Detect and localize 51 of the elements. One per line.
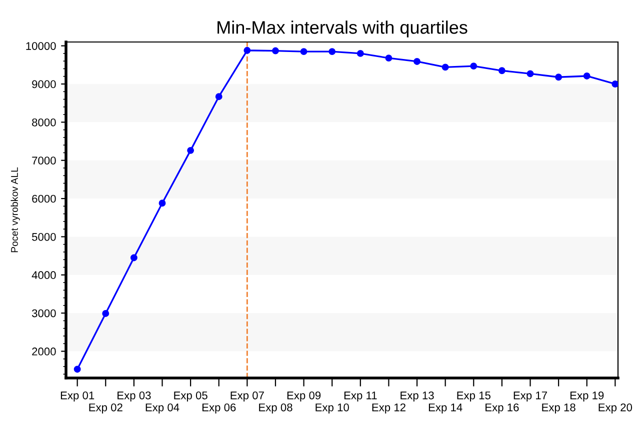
x-tick-label: Exp 09	[287, 391, 321, 402]
x-tick-label: Exp 15	[457, 392, 490, 402]
point	[385, 54, 392, 62]
point	[470, 62, 478, 70]
x-tick-label: Exp 11	[344, 392, 377, 402]
x-tick-label: Exp 07	[230, 391, 264, 402]
x-tick-label: Exp 12	[372, 403, 406, 414]
y-tick-label: 10000	[26, 42, 56, 50]
point	[272, 47, 279, 54]
y-tick-label: 5000	[32, 232, 56, 241]
point	[328, 48, 336, 56]
x-tick-label: Exp 01	[60, 391, 94, 402]
x-tick-label: Exp 20	[598, 403, 632, 414]
point	[442, 64, 449, 71]
point	[300, 48, 308, 56]
point	[244, 46, 251, 54]
point	[612, 80, 618, 88]
point	[498, 67, 506, 74]
point	[555, 74, 562, 81]
y-axis-title: Pocet vyrobkov ALL	[10, 167, 20, 252]
y-tick-label: 3000	[32, 309, 56, 318]
x-tick-label: Exp 03	[118, 391, 151, 402]
x-tick-label: Exp 02	[89, 403, 122, 414]
x-tick-label: Exp 17	[514, 392, 547, 402]
x-tick-label: Exp 08	[259, 403, 292, 414]
point	[215, 93, 222, 100]
y-tick-label: 7000	[32, 156, 56, 164]
y-tick-label: 2000	[32, 348, 56, 356]
point	[583, 72, 590, 80]
y-tick-label: 4000	[32, 271, 56, 280]
x-tick-label: Exp 10	[316, 403, 349, 414]
y-tick-label: 6000	[32, 194, 56, 203]
x-tick-label: Exp 05	[174, 391, 208, 402]
y-tick-label: 9000	[32, 80, 56, 88]
point	[414, 58, 420, 65]
x-tick-label: Exp 06	[202, 403, 236, 414]
y-tick-label: 8000	[32, 118, 56, 126]
x-tick-label: Exp 04	[146, 403, 180, 414]
point	[356, 50, 364, 57]
point	[130, 254, 138, 262]
x-tick-label: Exp 13	[400, 391, 434, 402]
x-tick-label: Exp 16	[486, 403, 519, 414]
chart-title: Min-Max intervals with quartiles	[218, 20, 468, 38]
x-tick-label: Exp 19	[570, 391, 604, 402]
point	[102, 310, 110, 317]
point	[187, 146, 194, 154]
x-tick-label: Exp 14	[428, 404, 462, 414]
x-tick-label: Exp 18	[542, 403, 576, 414]
point	[158, 200, 166, 207]
point	[74, 366, 81, 373]
point	[526, 70, 534, 78]
